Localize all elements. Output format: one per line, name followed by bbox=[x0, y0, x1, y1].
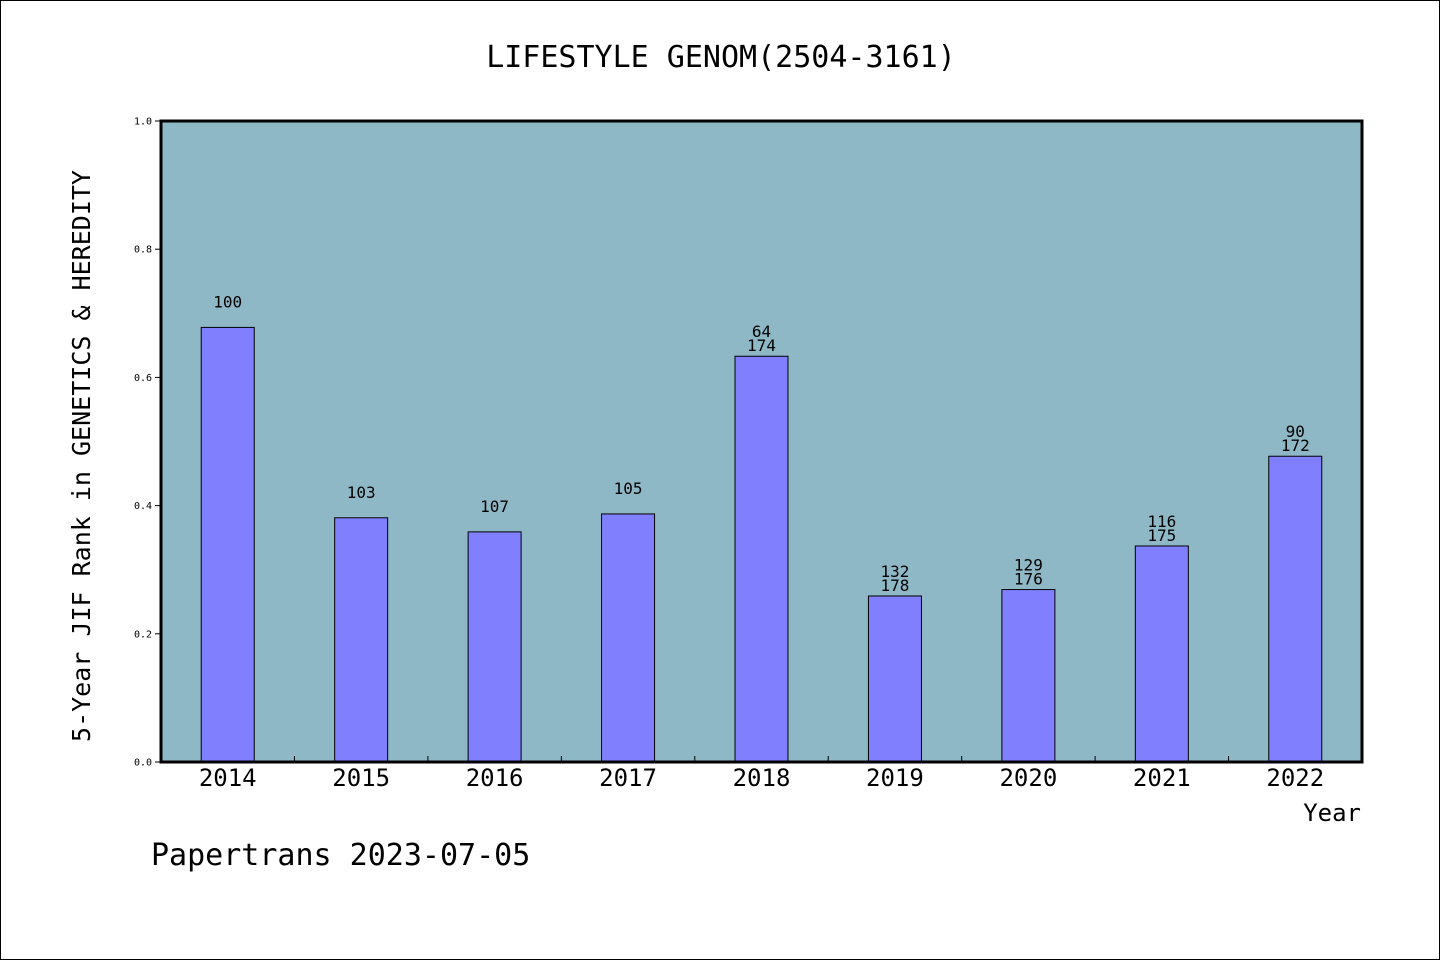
x-tick-label: 2022 bbox=[1266, 764, 1324, 792]
data-label-top: 64 bbox=[752, 322, 771, 341]
bar-2022 bbox=[1268, 455, 1323, 763]
data-label: 107 bbox=[480, 497, 509, 516]
x-tick-label: 2017 bbox=[599, 764, 657, 792]
data-label-top: 116 bbox=[1147, 512, 1176, 531]
y-axis-label: 5-Year JIF Rank in GENETICS & HEREDITY bbox=[67, 170, 96, 742]
bar-2019 bbox=[867, 595, 922, 763]
x-tick-label: 2016 bbox=[466, 764, 524, 792]
data-label: 105 bbox=[614, 479, 643, 498]
data-label: 100 bbox=[213, 292, 242, 311]
y-tick-label: 0.0 bbox=[134, 758, 152, 769]
data-label: 103 bbox=[347, 483, 376, 502]
bar-2017 bbox=[601, 513, 656, 763]
data-label-top: 90 bbox=[1286, 422, 1305, 441]
plot-border bbox=[159, 119, 1364, 764]
data-label-bottom: 175 bbox=[1147, 526, 1176, 545]
x-tick-label: 2015 bbox=[332, 764, 390, 792]
x-tick-label: 2021 bbox=[1133, 764, 1191, 792]
bar-2018 bbox=[734, 355, 789, 763]
y-tick-label: 1.0 bbox=[134, 117, 152, 128]
data-label-bottom: 174 bbox=[747, 336, 776, 355]
bar-2015 bbox=[334, 517, 389, 763]
x-tick-label: 2019 bbox=[866, 764, 924, 792]
x-tick-label: 2014 bbox=[199, 764, 257, 792]
footer-text: Papertrans 2023-07-05 bbox=[151, 838, 530, 873]
x-tick-label: 2018 bbox=[733, 764, 791, 792]
data-label-bottom: 172 bbox=[1281, 436, 1310, 455]
chart-title: LIFESTYLE GENOM(2504-3161) bbox=[486, 40, 956, 75]
data-label-top: 129 bbox=[1014, 556, 1043, 575]
y-tick-label: 0.4 bbox=[134, 501, 152, 512]
y-tick-label: 0.2 bbox=[134, 629, 152, 640]
data-label-top: 132 bbox=[880, 562, 909, 581]
y-tick-label: 0.8 bbox=[134, 245, 152, 256]
x-axis-label: Year bbox=[1303, 799, 1361, 827]
bar-2021 bbox=[1134, 545, 1189, 763]
y-tick-label: 0.6 bbox=[134, 373, 152, 384]
bar-2020 bbox=[1001, 589, 1056, 763]
x-tick-label: 2020 bbox=[999, 764, 1057, 792]
bar-2014 bbox=[200, 326, 255, 763]
bar-2016 bbox=[467, 531, 522, 763]
data-label-bottom: 176 bbox=[1014, 570, 1043, 589]
data-label-bottom: 178 bbox=[880, 576, 909, 595]
